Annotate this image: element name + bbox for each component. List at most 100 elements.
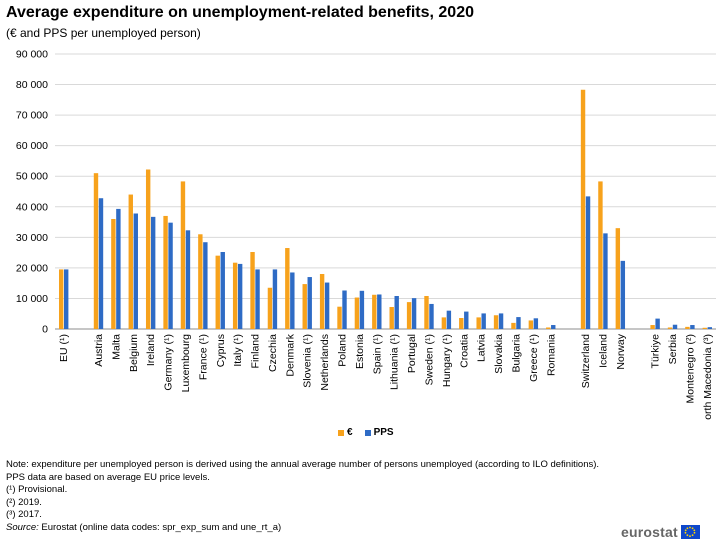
legend-label-pps: PPS (373, 427, 394, 438)
x-tick-label: Germany (¹) (163, 334, 175, 391)
bar-euro (459, 318, 464, 329)
footnote-3: (³) 2017. (6, 509, 42, 521)
bar-pps (272, 269, 278, 329)
bar-pps (446, 310, 452, 329)
x-tick-label: Slovenia (¹) (302, 334, 314, 388)
bar-euro (267, 287, 273, 329)
bar-pps (237, 263, 243, 329)
chart-notes: Note: expenditure per unemployed person … (6, 459, 606, 535)
x-tick-label: Austria (93, 334, 105, 367)
bar-euro (493, 315, 499, 329)
bar-pps (342, 290, 347, 329)
y-tick-label: 50 000 (16, 171, 48, 183)
y-tick-label: 0 (42, 324, 48, 336)
x-tick-label: Czechia (267, 334, 279, 372)
chart-subtitle: (€ and PPS per unemployed person) (6, 26, 201, 40)
x-tick-label: Lithuania (¹) (389, 334, 401, 390)
chart-legend: € PPS (338, 427, 394, 438)
bar-pps (116, 208, 121, 329)
bar-pps (411, 298, 417, 329)
bar-euro (302, 284, 307, 329)
bar-euro (389, 307, 394, 329)
bar-euro (598, 181, 603, 329)
bar-pps (98, 198, 104, 329)
bar-pps (603, 233, 608, 329)
bar-euro (667, 327, 673, 329)
x-tick-label: Croatia (458, 334, 470, 368)
bar-pps (690, 325, 695, 329)
legend-swatch-euro (338, 429, 344, 436)
source-line: Source: Eurostat (online data codes: spr… (6, 522, 606, 535)
footnote-1: (¹) Provisional. (6, 484, 68, 496)
x-tick-label: Estonia (354, 334, 366, 369)
bar-euro (511, 322, 516, 329)
bar-euro (285, 248, 290, 329)
bar-euro (528, 320, 534, 329)
x-tick-label: Latvia (476, 334, 488, 362)
bar-pps (203, 242, 208, 329)
bar-pps (359, 290, 365, 329)
bar-pps (498, 313, 504, 329)
x-tick-label: Poland (337, 334, 349, 367)
bar-euro (319, 274, 325, 329)
bar-euro (198, 234, 203, 329)
bar-euro (441, 317, 447, 329)
y-tick-label: 80 000 (16, 79, 48, 91)
chart-title: Average expenditure on unemployment-rela… (6, 4, 474, 21)
x-tick-label: Türkiye (650, 334, 662, 369)
x-tick-label: Spain (¹) (371, 334, 383, 374)
bar-pps (394, 296, 399, 329)
bar-pps (255, 269, 260, 329)
x-tick-label: Greece (¹) (528, 334, 540, 382)
bar-euro (650, 325, 655, 329)
source-text: Eurostat (online data codes: spr_exp_sum… (38, 521, 282, 533)
y-tick-label: 10 000 (16, 293, 48, 305)
bar-pps (481, 313, 486, 329)
bar-euro (337, 306, 342, 329)
bar-pps (585, 196, 591, 329)
x-tick-label: Belgium (128, 334, 140, 372)
y-tick-label: 90 000 (16, 49, 48, 61)
bar-euro (615, 228, 621, 329)
bar-euro (476, 317, 481, 329)
note-text: Note: expenditure per unemployed person … (6, 459, 600, 483)
x-tick-label: Sweden (¹) (423, 334, 435, 385)
x-tick-label: Ireland (145, 334, 157, 366)
eurostat-logo: eurostat (621, 524, 700, 540)
legend-item-pps: PPS (364, 427, 394, 438)
bar-euro (128, 194, 133, 329)
bar-euro (702, 327, 708, 329)
bar-pps (63, 269, 69, 329)
x-tick-label: Hungary (¹) (441, 334, 453, 387)
bar-euro (180, 181, 186, 329)
bar-pps (150, 216, 156, 329)
x-tick-label: Portugal (406, 334, 418, 373)
bar-euro (354, 297, 360, 329)
y-tick-label: 30 000 (16, 232, 48, 244)
bar-euro (145, 169, 151, 329)
y-tick-label: 60 000 (16, 140, 48, 152)
bar-euro (163, 215, 168, 329)
x-tick-label: Slovakia (493, 334, 505, 374)
bar-pps (377, 294, 382, 329)
bar-euro (685, 326, 690, 329)
bar-euro (215, 255, 220, 329)
source-label: Source: (6, 521, 39, 533)
bar-pps (220, 252, 225, 329)
bar-pps (620, 260, 626, 329)
x-tick-label: Switzerland (580, 334, 592, 388)
legend-swatch-pps (364, 429, 371, 436)
x-tick-label: Iceland (597, 334, 609, 368)
bar-pps (464, 311, 469, 329)
y-tick-label: 20 000 (16, 262, 48, 274)
bar-pps (707, 327, 713, 329)
bar-chart: 0 10 000 20 000 30 000 40 000 50 000 60 000 70 … (16, 49, 716, 420)
bar-pps (672, 324, 678, 329)
bar-pps (516, 317, 521, 329)
x-tick-label: Netherlands (319, 334, 331, 391)
bar-pps (168, 222, 173, 329)
x-tick-label: Cyprus (215, 334, 227, 367)
eu-stars-icon (684, 526, 696, 538)
footnote-2: (²) 2019. (6, 496, 42, 508)
bar-euro (250, 252, 255, 329)
